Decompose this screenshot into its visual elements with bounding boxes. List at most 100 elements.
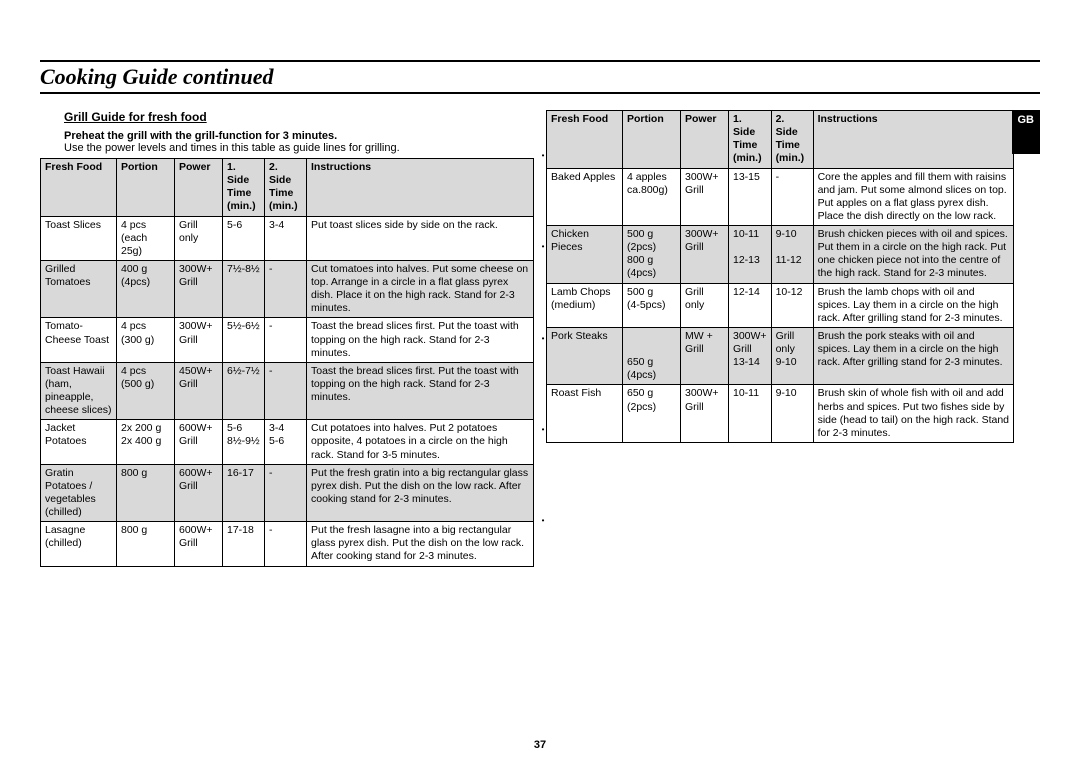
- table-cell: 800 g: [117, 522, 175, 566]
- th-food: Fresh Food: [547, 111, 623, 169]
- table-cell: Cut tomatoes into halves. Put some chees…: [307, 260, 534, 318]
- th-food: Fresh Food: [41, 159, 117, 217]
- table-cell: Toast the bread slices first. Put the to…: [307, 318, 534, 362]
- note-line: Use the power levels and times in this t…: [64, 142, 534, 154]
- th-time1: 1. SideTime(min.): [223, 159, 265, 217]
- table-row: Baked Apples4 applesca.800g)300W+Grill13…: [547, 168, 1014, 226]
- th-time2: 2. SideTime(min.): [265, 159, 307, 217]
- gb-tab: GB: [1012, 110, 1041, 154]
- table-cell: Roast Fish: [547, 385, 623, 443]
- table-cell: 4 pcs(300 g): [117, 318, 175, 362]
- table-cell: 450W+Grill: [175, 362, 223, 420]
- grill-table-left: Fresh Food Portion Power 1. SideTime(min…: [40, 158, 534, 567]
- table-cell: Put the fresh lasagne into a big rectang…: [307, 522, 534, 566]
- table-cell: 6½-7½: [223, 362, 265, 420]
- table-cell: 600W+Grill: [175, 420, 223, 464]
- table-row: Roast Fish650 g(2pcs)300W+Grill10-119-10…: [547, 385, 1014, 443]
- table-cell: Grillonly: [175, 216, 223, 260]
- table-cell: Toast the bread slices first. Put the to…: [307, 362, 534, 420]
- table-cell: 10-1112-13: [729, 226, 772, 284]
- table-cell: Pork Steaks: [547, 327, 623, 385]
- table-cell: Tomato-Cheese Toast: [41, 318, 117, 362]
- table-cell: Grillonly: [681, 283, 729, 327]
- table-cell: 600W+Grill: [175, 522, 223, 566]
- table-cell: 500 g(4-5pcs): [623, 283, 681, 327]
- table-row: Tomato-Cheese Toast4 pcs(300 g)300W+Gril…: [41, 318, 534, 362]
- table-cell: MW +Grill: [681, 327, 729, 385]
- table-cell: 17-18: [223, 522, 265, 566]
- table-cell: 4 applesca.800g): [623, 168, 681, 226]
- table-cell: Brush skin of whole fish with oil and ad…: [813, 385, 1013, 443]
- rule-top: [40, 60, 1040, 62]
- table-cell: 7½-8½: [223, 260, 265, 318]
- table-cell: 300W+Grill13-14: [729, 327, 772, 385]
- table-cell: GrilledTomatoes: [41, 260, 117, 318]
- table-cell: -: [265, 464, 307, 522]
- table-cell: JacketPotatoes: [41, 420, 117, 464]
- table-cell: Lasagne(chilled): [41, 522, 117, 566]
- table-cell: 500 g(2pcs)800 g(4pcs): [623, 226, 681, 284]
- th-instr: Instructions: [813, 111, 1013, 169]
- table-cell: 300W+Grill: [681, 385, 729, 443]
- table-cell: Brush the lamb chops with oil and spices…: [813, 283, 1013, 327]
- grill-table-right: Fresh Food Portion Power 1. SideTime(min…: [546, 110, 1014, 443]
- th-portion: Portion: [117, 159, 175, 217]
- th-power: Power: [175, 159, 223, 217]
- table-row: Lamb Chops(medium)500 g(4-5pcs)Grillonly…: [547, 283, 1014, 327]
- table-cell: 4 pcs(500 g): [117, 362, 175, 420]
- table-cell: Core the apples and fill them with raisi…: [813, 168, 1013, 226]
- table-cell: 10-11: [729, 385, 772, 443]
- table-row: Lasagne(chilled)800 g600W+Grill17-18-Put…: [41, 522, 534, 566]
- right-column: ••••• GB Fresh Food Portion Power 1. Sid…: [546, 110, 1040, 567]
- table-cell: -: [265, 522, 307, 566]
- table-row: GrilledTomatoes400 g(4pcs)300W+Grill7½-8…: [41, 260, 534, 318]
- table-cell: 4 pcs(each 25g): [117, 216, 175, 260]
- table-cell: -: [771, 168, 813, 226]
- table-cell: 10-12: [771, 283, 813, 327]
- table-cell: 9-10: [771, 385, 813, 443]
- table-cell: 300W+Grill: [681, 226, 729, 284]
- page-title: Cooking Guide continued: [40, 64, 1040, 94]
- preheat-line: Preheat the grill with the grill-functio…: [64, 130, 534, 142]
- th-portion: Portion: [623, 111, 681, 169]
- table-cell: 3-4: [265, 216, 307, 260]
- table-cell: 12-14: [729, 283, 772, 327]
- table-cell: Baked Apples: [547, 168, 623, 226]
- table-row: ChickenPieces500 g(2pcs)800 g(4pcs)300W+…: [547, 226, 1014, 284]
- table-row: Toast Hawaii(ham,pineapple,cheese slices…: [41, 362, 534, 420]
- table-cell: GratinPotatoes /vegetables(chilled): [41, 464, 117, 522]
- table-cell: 300W+Grill: [175, 260, 223, 318]
- table-cell: -: [265, 362, 307, 420]
- th-power: Power: [681, 111, 729, 169]
- section-heading: Grill Guide for fresh food: [64, 110, 534, 124]
- table-cell: 5-6: [223, 216, 265, 260]
- table-cell: 800 g: [117, 464, 175, 522]
- table-cell: Cut potatoes into halves. Put 2 potatoes…: [307, 420, 534, 464]
- table-cell: 300W+Grill: [175, 318, 223, 362]
- table-cell: 9-1011-12: [771, 226, 813, 284]
- page-number: 37: [534, 739, 546, 751]
- table-row: JacketPotatoes2x 200 g2x 400 g600W+Grill…: [41, 420, 534, 464]
- table-cell: 13-15: [729, 168, 772, 226]
- table-cell: Put the fresh gratin into a big rectangu…: [307, 464, 534, 522]
- table-row: Toast Slices4 pcs(each 25g)Grillonly5-63…: [41, 216, 534, 260]
- table-cell: 600W+Grill: [175, 464, 223, 522]
- table-cell: 300W+Grill: [681, 168, 729, 226]
- table-cell: Toast Slices: [41, 216, 117, 260]
- table-cell: 650 g(2pcs): [623, 385, 681, 443]
- table-cell: Put toast slices side by side on the rac…: [307, 216, 534, 260]
- table-cell: 400 g(4pcs): [117, 260, 175, 318]
- table-cell: -: [265, 260, 307, 318]
- table-row: GratinPotatoes /vegetables(chilled)800 g…: [41, 464, 534, 522]
- th-time1: 1. SideTime(min.): [729, 111, 772, 169]
- table-cell: 3-45-6: [265, 420, 307, 464]
- table-cell: Brush chicken pieces with oil and spices…: [813, 226, 1013, 284]
- th-instr: Instructions: [307, 159, 534, 217]
- table-cell: -: [265, 318, 307, 362]
- table-cell: 5½-6½: [223, 318, 265, 362]
- table-cell: Toast Hawaii(ham,pineapple,cheese slices…: [41, 362, 117, 420]
- table-cell: 650 g(4pcs): [623, 327, 681, 385]
- left-column: Grill Guide for fresh food Preheat the g…: [40, 110, 534, 567]
- table-cell: Lamb Chops(medium): [547, 283, 623, 327]
- table-row: Pork Steaks650 g(4pcs)MW +Grill300W+Gril…: [547, 327, 1014, 385]
